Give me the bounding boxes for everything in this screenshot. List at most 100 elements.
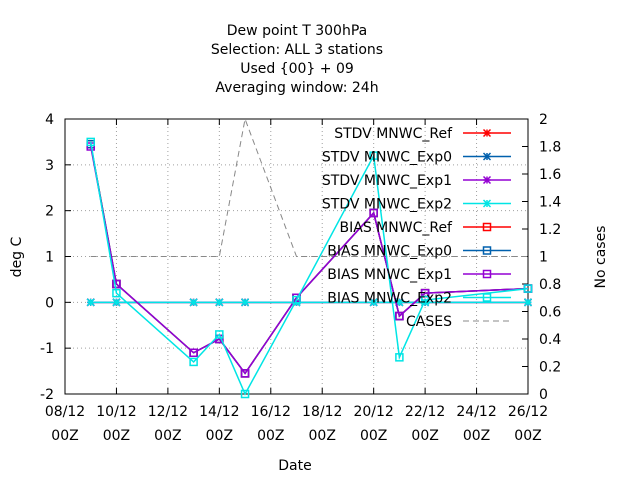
y-tick-label: 3 bbox=[45, 158, 54, 174]
series-bias-mnwc-exp0 bbox=[86, 139, 533, 378]
y-tick-label: -1 bbox=[40, 341, 54, 357]
data-point bbox=[395, 353, 404, 362]
data-point bbox=[215, 330, 224, 339]
legend-label: STDV MNWC_Exp2 bbox=[322, 197, 452, 213]
legend-marker bbox=[482, 246, 492, 255]
legend-marker bbox=[482, 152, 492, 161]
series-line bbox=[89, 141, 529, 396]
x-tick-label: 20/12 bbox=[353, 404, 393, 420]
y2-tick-label: 1.4 bbox=[539, 195, 561, 211]
series-line bbox=[89, 144, 529, 375]
legend-item: BIAS MNWC_Ref bbox=[340, 220, 511, 236]
series-bias-mnwc-ref bbox=[86, 139, 533, 378]
y2-tick-label: 1.6 bbox=[539, 167, 561, 183]
data-point bbox=[86, 137, 95, 147]
y2-tick-label: 1.2 bbox=[539, 222, 561, 238]
legend-item: BIAS MNWC_Exp0 bbox=[327, 244, 511, 260]
data-point bbox=[189, 298, 198, 307]
y2-tick-label: 2 bbox=[539, 112, 548, 128]
x-tick-label: 26/12 bbox=[508, 404, 548, 420]
data-point bbox=[112, 279, 121, 289]
series-cases bbox=[90, 117, 528, 257]
data-point bbox=[240, 389, 250, 399]
legend-label: CASES bbox=[406, 314, 452, 330]
data-point bbox=[112, 288, 121, 298]
y-tick-label: 1 bbox=[45, 250, 54, 266]
data-point bbox=[369, 298, 378, 307]
x-tick-label: 00Z bbox=[51, 428, 78, 444]
legend-label: STDV MNWC_Ref bbox=[334, 126, 453, 142]
legend-item: STDV MNWC_Exp0 bbox=[322, 150, 511, 166]
legend-item: BIAS MNWC_Exp2 bbox=[327, 291, 511, 307]
series-line bbox=[90, 117, 528, 257]
y2-tick-label: 0.4 bbox=[539, 332, 561, 348]
x-tick-label: 00Z bbox=[463, 428, 490, 444]
x-tick-label: 00Z bbox=[257, 428, 284, 444]
y-tick-label: 4 bbox=[45, 112, 54, 128]
legend-marker bbox=[482, 128, 492, 138]
legend-marker bbox=[482, 175, 492, 185]
x-tick-label: 24/12 bbox=[456, 404, 496, 420]
chart-title: Dew point T 300hPa Selection: ALL 3 stati… bbox=[211, 23, 383, 96]
legend-label: BIAS MNWC_Exp0 bbox=[327, 244, 452, 260]
y2-tick-label: 0.2 bbox=[539, 360, 561, 376]
y2-tick-label: 0.8 bbox=[539, 277, 561, 293]
legend-item: STDV MNWC_Exp1 bbox=[322, 173, 511, 189]
legend-item: CASES bbox=[406, 314, 511, 330]
legend-item: BIAS MNWC_Exp1 bbox=[327, 267, 511, 283]
data-point bbox=[369, 208, 378, 218]
axes: 08/12 00Z 10/12 00Z 12/12 00Z 14/12 00Z 16/12 00Z… bbox=[40, 112, 561, 444]
legend-label: BIAS MNWC_Exp1 bbox=[327, 267, 452, 283]
data-point bbox=[112, 298, 121, 307]
x-tick-label: 10/12 bbox=[96, 404, 136, 420]
data-point bbox=[523, 284, 533, 293]
x-tick-label: 00Z bbox=[360, 428, 387, 444]
series-bias-mnwc-exp1 bbox=[86, 142, 533, 378]
y-tick-label: 2 bbox=[45, 204, 54, 220]
data-point bbox=[420, 295, 430, 305]
data-point bbox=[215, 298, 224, 307]
legend-marker bbox=[482, 199, 492, 208]
data-point bbox=[292, 295, 301, 305]
y-axis-label: deg C bbox=[9, 236, 25, 277]
data-point bbox=[189, 357, 198, 367]
x-tick-label: 00Z bbox=[411, 428, 438, 444]
x-tick-label: 00Z bbox=[206, 428, 233, 444]
x-tick-label: 14/12 bbox=[199, 404, 239, 420]
legend-label: BIAS MNWC_Ref bbox=[340, 220, 454, 236]
legend-marker bbox=[482, 269, 492, 279]
legend-label: BIAS MNWC_Exp2 bbox=[327, 291, 452, 307]
y2-axis-label: No cases bbox=[593, 226, 609, 289]
title-line: Used {00} + 09 bbox=[240, 61, 354, 77]
x-tick-label: 00Z bbox=[103, 428, 130, 444]
series-bias-mnwc-exp2 bbox=[86, 137, 533, 399]
y-tick-label: 0 bbox=[45, 295, 54, 311]
legend: STDV MNWC_Ref STDV MNWC_Exp0 STDV MNWC_Exp… bbox=[322, 126, 511, 330]
legend-marker bbox=[482, 293, 492, 302]
title-line: Dew point T 300hPa bbox=[227, 23, 367, 39]
series bbox=[86, 117, 533, 399]
data-point bbox=[189, 348, 198, 357]
legend-item: STDV MNWC_Ref bbox=[334, 126, 511, 142]
x-tick-label: 08/12 bbox=[45, 404, 85, 420]
y2-tick-label: 0 bbox=[539, 387, 548, 403]
title-line: Selection: ALL 3 stations bbox=[211, 42, 383, 58]
data-point bbox=[241, 298, 250, 307]
x-axis-label: Date bbox=[278, 458, 311, 474]
y2-tick-label: 1.8 bbox=[539, 140, 561, 156]
x-tick-label: 00Z bbox=[309, 428, 336, 444]
series-line bbox=[89, 146, 529, 375]
x-tick-label: 00Z bbox=[154, 428, 181, 444]
x-tick-label: 16/12 bbox=[251, 404, 291, 420]
x-tick-label: 12/12 bbox=[148, 404, 188, 420]
legend-item: STDV MNWC_Exp2 bbox=[322, 197, 511, 213]
y2-tick-label: 0.6 bbox=[539, 305, 561, 321]
data-point bbox=[369, 151, 378, 160]
data-point bbox=[395, 311, 404, 321]
data-point bbox=[240, 369, 250, 378]
series-stdv-mnwc-exp2 bbox=[86, 298, 533, 307]
title-line: Averaging window: 24h bbox=[215, 80, 378, 96]
series-line bbox=[89, 144, 529, 375]
x-tick-label: 22/12 bbox=[405, 404, 445, 420]
